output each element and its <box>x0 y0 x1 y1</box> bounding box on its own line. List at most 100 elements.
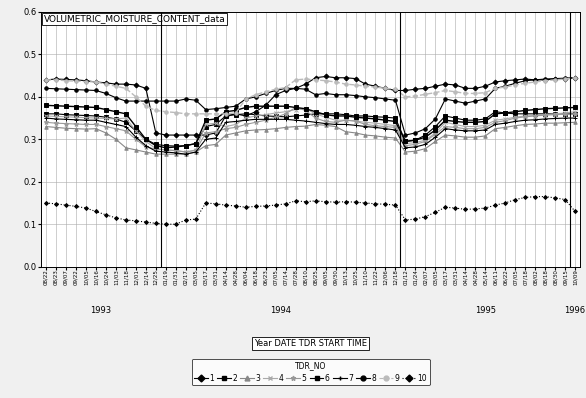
5 <box>132 137 139 142</box>
8 <box>132 99 139 103</box>
Line: 1: 1 <box>45 75 577 137</box>
Line: 8: 8 <box>45 76 577 137</box>
Line: 3: 3 <box>45 121 577 156</box>
Text: 1993: 1993 <box>90 306 111 314</box>
9 <box>132 94 139 99</box>
3 <box>362 133 369 137</box>
10 <box>532 194 539 199</box>
7 <box>362 124 369 129</box>
5 <box>422 139 429 144</box>
10 <box>342 199 349 204</box>
8 <box>43 86 50 91</box>
6 <box>372 117 379 121</box>
5 <box>372 123 379 128</box>
1 <box>132 82 139 87</box>
Legend: 1, 2, 3, 4, 5, 6, 7, 8, 9, 10: 1, 2, 3, 4, 5, 6, 7, 8, 9, 10 <box>192 359 430 385</box>
6 <box>132 124 139 129</box>
10 <box>412 217 419 222</box>
6 <box>252 104 259 109</box>
6 <box>571 105 578 110</box>
2 <box>342 112 349 117</box>
7 <box>252 117 259 122</box>
Text: 1995: 1995 <box>475 306 496 314</box>
9 <box>252 92 259 97</box>
10 <box>162 222 169 226</box>
3 <box>571 120 578 125</box>
4 <box>182 150 189 154</box>
2 <box>372 114 379 119</box>
1 <box>372 84 379 89</box>
Line: 5: 5 <box>43 105 578 154</box>
2 <box>492 109 499 114</box>
Text: 1996: 1996 <box>564 306 586 314</box>
4 <box>372 121 379 125</box>
7 <box>571 116 578 121</box>
2 <box>362 113 369 118</box>
3 <box>43 124 50 129</box>
7 <box>132 135 139 140</box>
8 <box>362 94 369 99</box>
8 <box>352 93 359 98</box>
3 <box>412 149 419 154</box>
5 <box>352 119 359 123</box>
6 <box>43 103 50 108</box>
6 <box>342 113 349 118</box>
7 <box>342 122 349 127</box>
5 <box>43 120 50 125</box>
1 <box>322 74 329 79</box>
8 <box>242 97 249 101</box>
1 <box>422 86 429 91</box>
7 <box>412 144 419 149</box>
6 <box>412 138 419 142</box>
1 <box>352 76 359 81</box>
7 <box>372 125 379 130</box>
3 <box>342 129 349 134</box>
8 <box>402 133 409 137</box>
9 <box>372 85 379 90</box>
7 <box>182 152 189 156</box>
10 <box>372 201 379 206</box>
Line: 10: 10 <box>45 195 577 226</box>
4 <box>382 122 389 127</box>
4 <box>43 113 50 118</box>
4 <box>422 138 429 142</box>
2 <box>571 111 578 116</box>
4 <box>302 106 309 111</box>
2 <box>132 129 139 133</box>
4 <box>571 109 578 114</box>
5 <box>182 150 189 154</box>
2 <box>412 138 419 142</box>
Line: 2: 2 <box>45 110 577 148</box>
1 <box>43 78 50 82</box>
Line: 7: 7 <box>43 116 578 156</box>
5 <box>252 120 259 125</box>
4 <box>252 113 259 118</box>
2 <box>252 112 259 117</box>
Text: Year DATE TDR START TIME: Year DATE TDR START TIME <box>254 339 367 348</box>
Line: 4: 4 <box>44 107 577 154</box>
1 <box>162 133 169 137</box>
10 <box>362 201 369 205</box>
10 <box>43 201 50 205</box>
2 <box>43 111 50 116</box>
10 <box>571 209 578 214</box>
5 <box>292 105 299 110</box>
1 <box>382 86 389 91</box>
6 <box>162 145 169 150</box>
7 <box>43 116 50 121</box>
1 <box>252 109 259 114</box>
Text: 1994: 1994 <box>270 306 291 314</box>
9 <box>362 84 369 89</box>
1 <box>571 75 578 80</box>
2 <box>172 144 179 148</box>
Line: 6: 6 <box>44 103 577 150</box>
3 <box>132 148 139 152</box>
3 <box>152 152 159 156</box>
9 <box>571 75 578 80</box>
Text: VOLUMETRIC_MOISTURE_CONTENT_data: VOLUMETRIC_MOISTURE_CONTENT_data <box>44 14 226 23</box>
8 <box>571 75 578 80</box>
5 <box>571 111 578 116</box>
4 <box>352 119 359 123</box>
Line: 9: 9 <box>45 76 577 115</box>
9 <box>342 82 349 86</box>
